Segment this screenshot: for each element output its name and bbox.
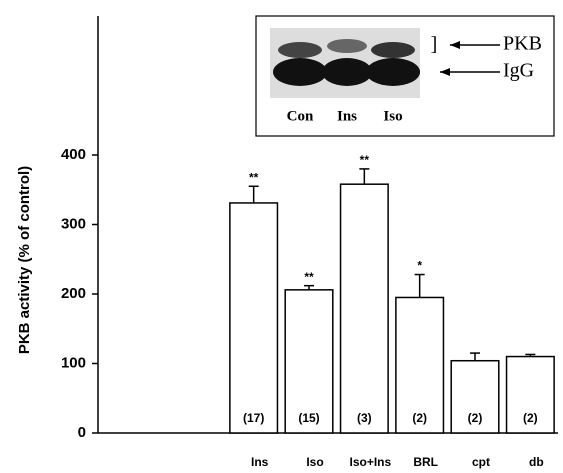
n-label: (2) [412,411,427,425]
lane-label: Iso [383,108,402,124]
bar [229,202,279,434]
y-tick-label: 400 [61,146,86,163]
bar [450,359,500,434]
n-label: (15) [298,411,319,425]
n-label: (17) [243,411,264,425]
bar [395,296,445,434]
n-label: (2) [523,411,538,425]
y-tick-label: 0 [78,424,86,441]
blot-band [327,39,367,53]
y-axis-label: PKB activity (% of control) [16,166,33,354]
blot-band [371,42,415,58]
x-tick-label: db [529,455,544,469]
significance: ** [304,270,314,284]
blot-band [278,42,322,58]
blot-band [273,58,327,86]
y-tick-label: 200 [61,285,86,302]
x-tick-label: cpt [472,455,490,469]
bar [339,183,389,434]
x-tick-label: Ins [251,455,269,469]
x-tick-label: BRL [413,455,438,469]
n-label: (3) [357,411,372,425]
significance: ** [360,153,370,167]
band-label: IgG [503,60,534,82]
blot-band [322,58,372,86]
inset: ] PKB IgG [255,15,555,137]
arrowhead [440,68,450,76]
lane-label: Con [287,108,314,124]
y-tick-label: 100 [61,354,86,371]
x-tick-label: Iso+Ins [349,455,391,469]
bar [505,355,555,434]
significance: * [417,259,422,273]
y-tick-label: 300 [61,215,86,232]
arrowhead [450,41,460,49]
band-label: PKB [503,33,542,55]
lane-label: Ins [337,108,357,124]
bracket: ] [431,34,438,56]
blot-band [366,58,420,86]
x-tick-label: Iso [306,455,323,469]
n-label: (2) [468,411,483,425]
significance: ** [249,170,259,184]
